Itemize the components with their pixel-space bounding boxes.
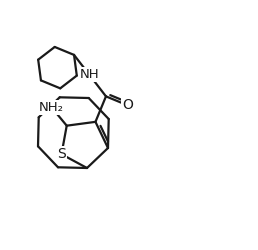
Text: O: O xyxy=(122,98,133,112)
Text: NH: NH xyxy=(79,68,99,81)
Text: S: S xyxy=(57,147,66,161)
Text: NH₂: NH₂ xyxy=(39,101,64,114)
